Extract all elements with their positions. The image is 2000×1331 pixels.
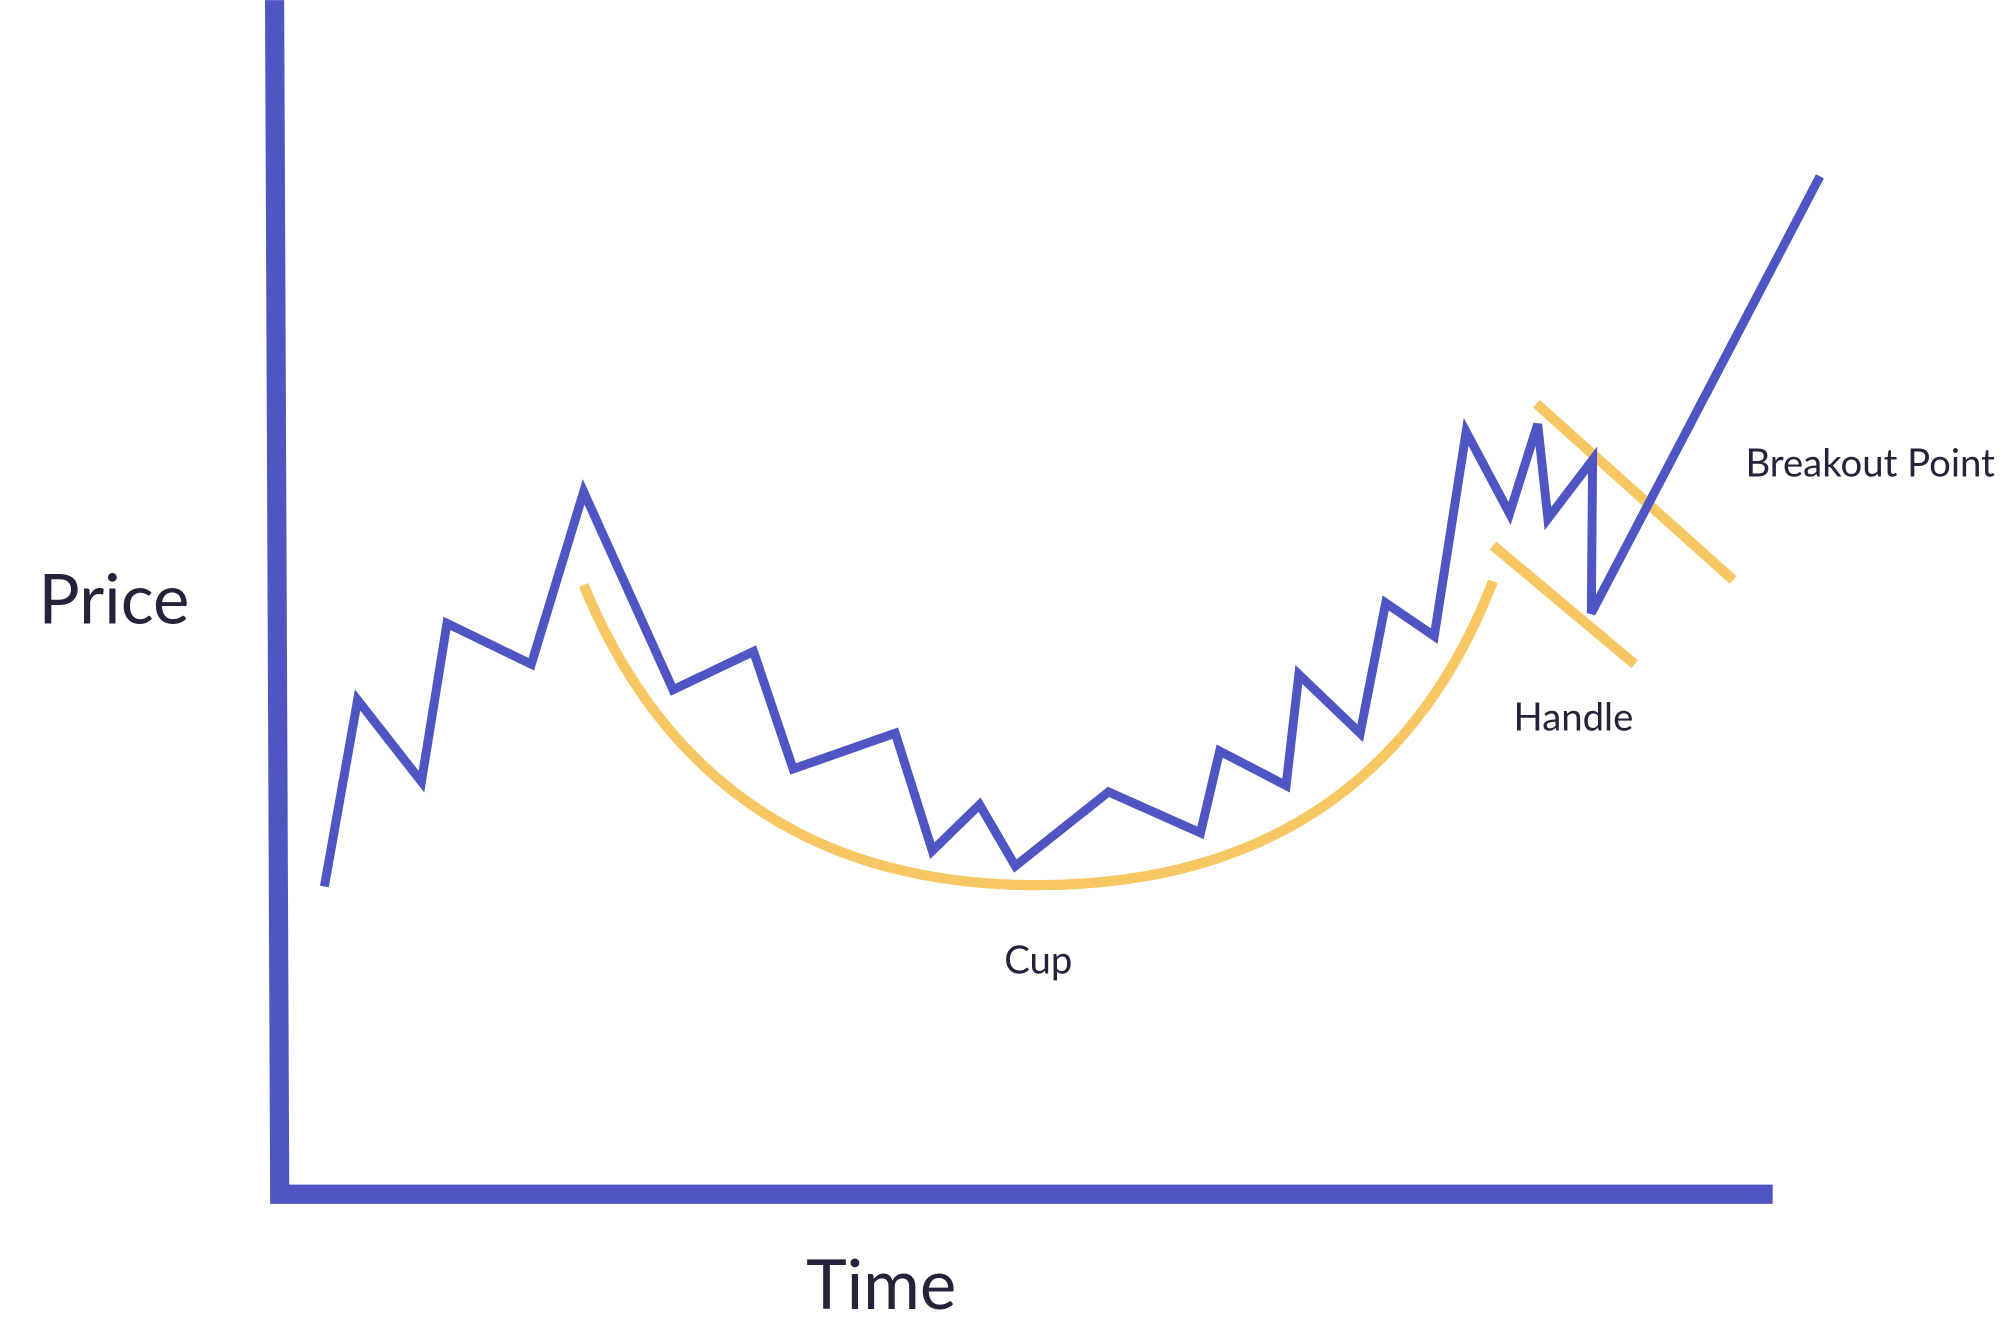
breakout-label: Breakout Point (1745, 439, 1995, 485)
y-axis-label: Price (38, 555, 189, 638)
axes (265, 0, 1773, 1204)
cup-arc (578, 579, 1498, 891)
handle-lower-line (1489, 541, 1639, 669)
cup-label: Cup (1004, 936, 1072, 982)
price-line (319, 174, 1824, 888)
x-axis-label: Time (806, 1241, 956, 1324)
handle-upper-line (1532, 399, 1737, 584)
handle-label: Handle (1514, 694, 1634, 740)
